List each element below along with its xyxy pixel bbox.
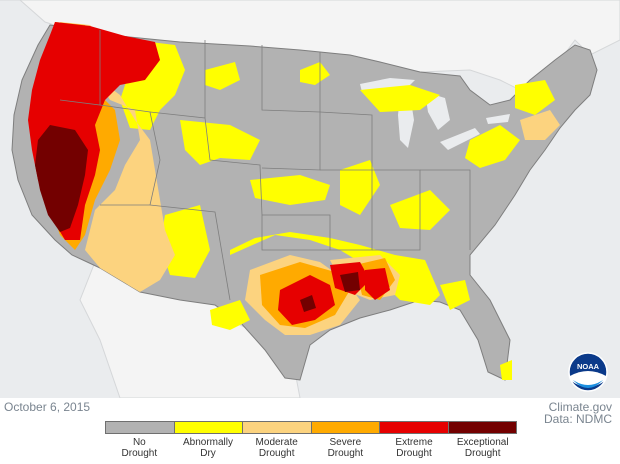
legend-label-abnormally-dry: Abnormally Dry	[182, 437, 234, 459]
legend-label-severe-drought: Severe Drought	[327, 437, 364, 459]
map-svg	[0, 0, 620, 398]
legend-swatch-extreme-drought	[380, 422, 449, 433]
credit-source: Climate.gov	[548, 400, 612, 414]
noaa-logo: NOAA	[568, 352, 608, 392]
legend-swatch-no-drought	[106, 422, 175, 433]
legend-labels: No Drought Abnormally Dry Moderate Drought …	[105, 437, 517, 459]
legend-label-extreme-drought: Extreme Drought	[395, 437, 433, 459]
legend-color-bar	[105, 421, 517, 434]
legend-swatch-exceptional-drought	[448, 422, 516, 433]
credit-data: Data: NDMC	[543, 412, 612, 426]
exceptional-drought-areas	[35, 125, 360, 312]
legend-swatch-moderate-drought	[243, 422, 312, 433]
drought-map	[0, 0, 620, 398]
legend: No Drought Abnormally Dry Moderate Drought …	[105, 421, 517, 461]
legend-label-no-drought: No Drought	[121, 437, 158, 459]
legend-swatch-severe-drought	[311, 422, 380, 433]
lake-erie	[440, 128, 480, 150]
legend-label-exceptional-drought: Exceptional Drought	[456, 437, 509, 459]
lake-ontario	[486, 114, 510, 124]
noaa-logo-text: NOAA	[577, 362, 600, 371]
date-label: October 6, 2015	[4, 400, 91, 414]
legend-label-moderate-drought: Moderate Drought	[255, 437, 298, 459]
state-boundaries	[59, 30, 471, 301]
legend-swatch-abnormally-dry	[174, 422, 243, 433]
